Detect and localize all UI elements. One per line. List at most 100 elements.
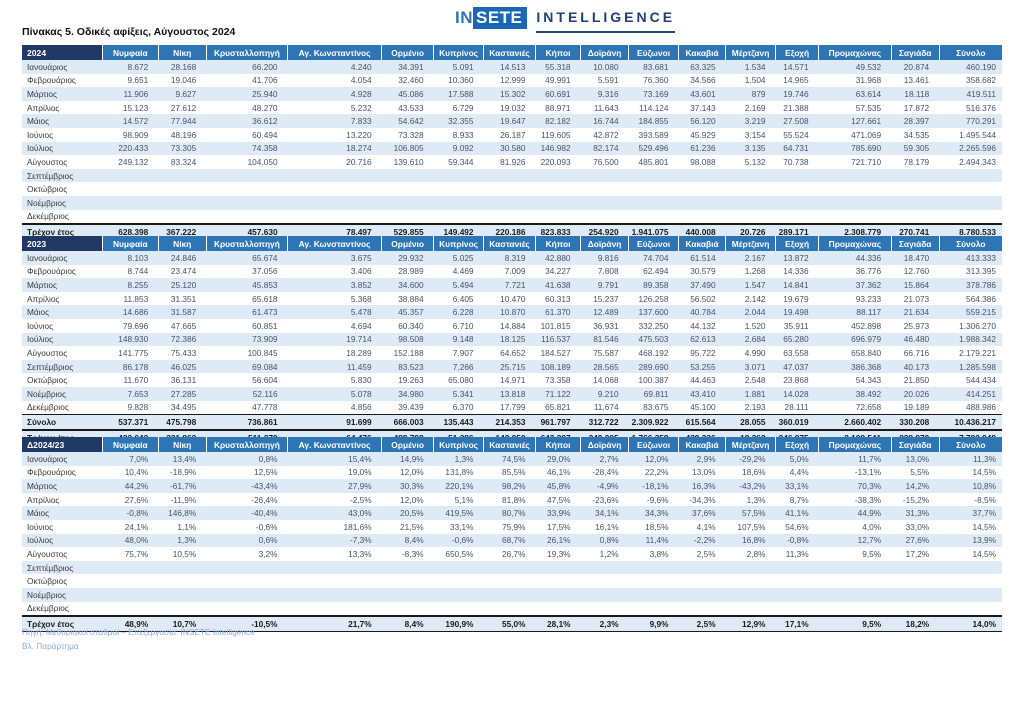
column-header: Μέρτζανη [725,45,776,60]
cell-value: 3.219 [725,114,776,128]
cell-value: 8,4% [381,533,434,548]
cell-value: 22,2% [645,467,669,478]
row-label: Φεβρουάριος [27,75,76,86]
row-label: Οκτώβριος [27,375,68,386]
cell-value: 5,0% [775,452,819,466]
cell-value: 628.398 [102,223,159,240]
cell-value: 14.965 [783,75,809,86]
cell-value: 270.741 [891,223,940,240]
cell-value [158,574,206,588]
cell-value: 1,3% [746,494,766,505]
cell-value: 11.459 [287,359,382,374]
cell-value: 45.086 [381,87,434,101]
cell-value: 313.395 [966,266,996,277]
cell-value: 4.240 [287,60,382,74]
cell-value: 146.982 [535,141,581,156]
cell-value: 65.080 [448,375,474,386]
cell-value: 658.840 [851,347,882,358]
column-header: Προμαχώνας [818,236,892,251]
cell-value: -9,6% [646,494,669,505]
cell-value [535,210,580,225]
cell-value: 1.306.270 [959,320,996,331]
cell-value: 16,8% [725,533,776,548]
row-label: Σύνολο [22,414,103,430]
cell-value: 13.220 [346,129,372,140]
logo-intelligence-text: INTELLIGENCE [536,9,676,33]
cell-value: 11,7% [818,452,892,466]
cell-value: 33,9% [535,506,581,520]
column-header: Κυπρίνος [433,437,484,452]
cell-value: 3.071 [725,359,776,374]
cell-value: 289.690 [628,359,679,374]
cell-value: 141.775 [118,347,149,358]
cell-value: 4,0% [862,521,882,532]
row-label: Φεβρουάριος [27,467,76,478]
cell-value: 34.600 [381,278,434,292]
cell-value: 1.504 [744,75,766,86]
cell-value: 131,8% [445,467,474,478]
cell-value [287,560,382,575]
cell-value: 2,5% [696,548,716,559]
cell-value [483,560,536,575]
column-header: Νίκη [157,45,207,60]
cell-value [158,182,206,196]
cell-value: 57,5% [725,506,776,520]
cell-value: 79.696 [122,320,149,331]
cell-value: 2,7% [580,452,629,466]
cell-value: 220,1% [433,479,484,493]
page-title: Πίνακας 5. Οδικές αφίξεις, Αύγουστος 202… [22,26,236,38]
cell-value [581,602,629,617]
cell-value: 721.710 [851,156,882,167]
table-row: Φεβρουάριος 9.651 19.046 41.706 4.054 32.460 1… [22,74,1002,88]
cell-value: 46.025 [158,359,207,374]
cell-value: 34.391 [381,60,434,74]
cell-value: 48.270 [252,102,278,113]
cell-value: 28.397 [891,114,940,128]
cell-value: 49.532 [818,60,892,74]
cell-value: 74.704 [628,251,679,265]
cell-value: 5.132 [744,156,766,167]
cell-value: 35.911 [783,320,809,331]
cell-value: 36.612 [206,114,288,128]
cell-value: 30.579 [690,266,716,277]
cell-value: 38.492 [818,386,892,401]
cell-value: 73.358 [545,375,571,386]
cell-value: 19.263 [398,375,424,386]
cell-value: 9,5% [818,615,892,632]
cell-value: 9.791 [580,278,629,292]
footnote-source: Πηγή: Μεθοριακοί σταθμοί – Επεξεργασία: … [22,627,255,637]
column-header: Κακαβιά [678,437,726,452]
cell-value [535,560,581,575]
cell-value: -34,3% [689,494,716,505]
cell-value: 48,9% [102,615,159,632]
row-label: Νοέμβριος [22,195,103,210]
cell-value: 63.614 [818,87,892,101]
cell-value: 47,5% [547,494,571,505]
cell-value [725,195,776,210]
header-row: Δ2024/23 Νυμφαία Νίκη Κρυσταλλοπηγή Αγ. Κωνσ… [22,437,1002,452]
column-header: Νυμφαία [101,437,159,452]
cell-value: 7.266 [433,359,484,374]
column-header: Κακαβιά [678,236,726,251]
cell-value: 60.313 [545,293,571,304]
cell-value [775,168,819,183]
table-row: Απρίλιος 15.123 27.612 48.270 5.232 43.533 6.7… [22,101,1002,115]
cell-value: 53.255 [678,359,726,374]
cell-value: 13.461 [903,75,930,86]
column-header: Νίκη [157,236,207,251]
cell-value: 17.872 [903,102,930,113]
cell-value: 63.325 [678,60,726,74]
cell-value: 83.523 [381,359,434,374]
cell-value: 564.386 [966,293,996,304]
cell-value: 16,1% [595,521,619,532]
cell-value: 82.174 [580,141,629,156]
cell-value: 1.285.598 [939,359,1002,374]
cell-value: 33,0% [905,521,930,532]
column-header: Εύζωνοι [628,437,679,452]
table-row: Μάιος 14.572 77.944 36.612 7.833 54.642 32.355… [22,114,1002,128]
cell-value [433,195,484,210]
cell-value: 471.069 [851,129,882,140]
table-row: Σεπτέμβριος [22,168,1002,183]
cell-value: 44.132 [690,320,716,331]
cell-value [775,195,819,210]
